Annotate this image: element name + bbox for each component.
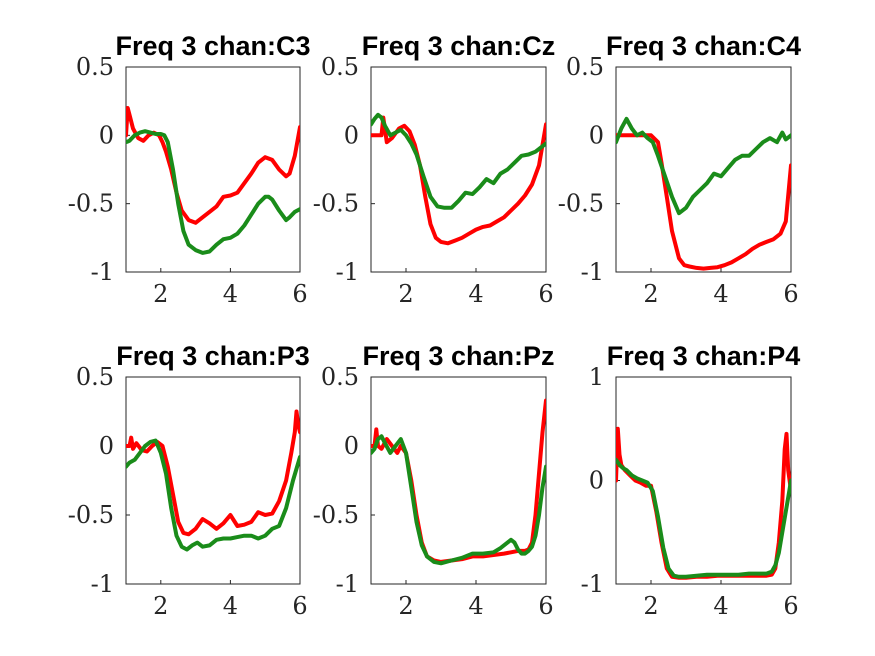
x-tick-label: 6 [783, 280, 798, 308]
subplot-title: Freq 3 chan:C3 [115, 31, 310, 61]
subplot-5: 2 4 6 0.5 0 -0.5 -1 Freq 3 chan:Pz [313, 341, 555, 620]
x-tick-label: 6 [783, 592, 798, 620]
x-tick-label: 2 [153, 592, 168, 620]
subplot-title: Freq 3 chan:C4 [606, 31, 801, 61]
y-tick-label: -1 [581, 258, 604, 286]
y-tick-label: 0.5 [76, 53, 114, 81]
y-tick-label: 0.5 [566, 53, 604, 81]
series-line-green [126, 129, 300, 255]
x-tick-label: 4 [713, 592, 728, 620]
y-tick-label: 0.5 [321, 363, 359, 391]
series-line-red [126, 106, 300, 225]
y-tick-label: 1 [589, 363, 604, 391]
x-tick-label: 4 [223, 280, 238, 308]
x-tick-label: 6 [292, 280, 307, 308]
subplot-1: 2 4 6 0.5 0 -0.5 -1 Freq 3 chan:C3 [68, 31, 311, 308]
x-tick-label: 4 [468, 592, 483, 620]
y-tick-label: 0.5 [76, 363, 114, 391]
y-tick-label: -0.5 [68, 190, 114, 218]
x-tick-label: 2 [398, 280, 413, 308]
x-tick-label: 4 [223, 592, 238, 620]
y-tick-label: -1 [336, 570, 359, 598]
x-tick-label: 6 [292, 592, 307, 620]
x-tick-label: 6 [538, 280, 553, 308]
series-line-green [616, 116, 791, 216]
x-tick-label: 2 [643, 592, 658, 620]
axes-box [125, 376, 301, 585]
subplot-title: Freq 3 chan:Pz [362, 341, 554, 371]
subplot-3: 2 4 6 0.5 0 -0.5 -1 Freq 3 chan:C4 [558, 31, 801, 308]
axes-box [125, 66, 301, 273]
subplot-title: Freq 3 chan:Cz [362, 31, 556, 61]
y-tick-label: -0.5 [558, 190, 604, 218]
y-tick-label: 0 [344, 121, 359, 149]
y-tick-label: 0 [99, 121, 114, 149]
x-tick-label: 6 [538, 592, 553, 620]
subplot-2: 2 4 6 0.5 0 -0.5 -1 Freq 3 chan:Cz [313, 31, 556, 308]
x-tick-label: 2 [398, 592, 413, 620]
subplot-6: 2 4 6 1 0 -1 Freq 3 chan:P4 [581, 341, 801, 620]
x-tick-label: 2 [643, 280, 658, 308]
y-tick-label: 0 [589, 121, 604, 149]
y-tick-label: 0 [344, 432, 359, 460]
subplot-title: Freq 3 chan:P3 [116, 341, 310, 371]
y-tick-label: -0.5 [68, 501, 114, 529]
y-tick-label: 0 [589, 467, 604, 495]
y-tick-label: 0.5 [321, 53, 359, 81]
y-tick-label: -1 [91, 258, 114, 286]
y-tick-label: 0 [99, 432, 114, 460]
axes-box [615, 66, 792, 273]
x-tick-label: 4 [468, 280, 483, 308]
x-tick-label: 2 [153, 280, 168, 308]
series-line-red [126, 409, 300, 537]
y-tick-label: -1 [336, 258, 359, 286]
x-tick-label: 4 [713, 280, 728, 308]
series-line-green [371, 112, 546, 210]
y-tick-label: -1 [581, 570, 604, 598]
subplot-title: Freq 3 chan:P4 [607, 341, 801, 371]
series-line-green [616, 457, 791, 579]
series-line-red [371, 115, 546, 246]
series-line-green [126, 438, 300, 552]
y-tick-label: -1 [91, 570, 114, 598]
subplot-4: 2 4 6 0.5 0 -0.5 -1 Freq 3 chan:P3 [68, 341, 310, 620]
series-line-green [371, 434, 546, 566]
y-tick-label: -0.5 [313, 190, 359, 218]
y-tick-label: -0.5 [313, 501, 359, 529]
